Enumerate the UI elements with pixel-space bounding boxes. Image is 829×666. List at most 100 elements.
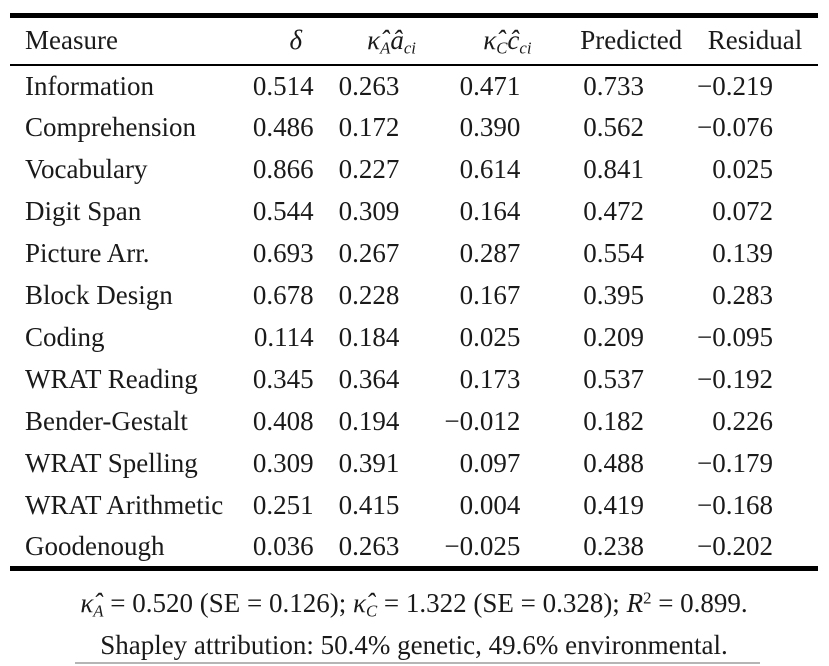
cell-kappa-c: 0.471 <box>459 70 521 101</box>
cell-kappa-a: 0.172 <box>338 112 400 142</box>
cell-delta: 0.678 <box>252 280 314 310</box>
table-row: Vocabulary 0.866 0.227 0.614 0.841 0.025 <box>10 149 818 191</box>
cell-delta: 0.693 <box>252 238 314 268</box>
cell-predicted: 0.238 <box>583 530 645 561</box>
results-table: Measure δ κ̂Aâci κ̂Cĉci Predicted Residu… <box>10 13 818 571</box>
table-row: Comprehension 0.486 0.172 0.390 0.562 −0… <box>10 107 818 149</box>
cell-predicted: 0.733 <box>583 70 645 101</box>
cell-predicted: 0.419 <box>583 490 645 520</box>
table-row: Coding 0.114 0.184 0.025 0.209 −0.095 <box>10 317 818 359</box>
note-segment: = 0.520 (SE = 0.126); <box>103 588 353 618</box>
table-row: WRAT Spelling 0.309 0.391 0.097 0.488 −0… <box>10 443 818 485</box>
cell-kappa-c: −0.025 <box>444 530 521 561</box>
cell-predicted: 0.395 <box>583 280 645 310</box>
column-header-residual: Residual <box>707 25 803 56</box>
cell-measure: Bender-Gestalt <box>25 406 188 436</box>
column-header-kappa-a: κ̂Aâci <box>367 25 416 58</box>
cell-kappa-c: 0.025 <box>459 322 521 352</box>
table-row: Bender-Gestalt 0.408 0.194 −0.012 0.182 … <box>10 401 818 443</box>
delta-symbol: δ <box>289 25 303 56</box>
cell-residual: 0.139 <box>712 238 773 268</box>
cell-residual: −0.219 <box>697 70 773 101</box>
cell-kappa-c: 0.097 <box>459 448 521 478</box>
cell-predicted: 0.537 <box>583 364 645 394</box>
cell-delta: 0.345 <box>252 364 314 394</box>
table-row: Information 0.514 0.263 0.471 0.733 −0.2… <box>10 65 818 107</box>
cell-predicted: 0.488 <box>583 448 645 478</box>
cell-measure: Goodenough <box>25 530 165 561</box>
table-row: Digit Span 0.544 0.309 0.164 0.472 0.072 <box>10 191 818 233</box>
cell-predicted: 0.182 <box>583 406 645 436</box>
cell-measure: Comprehension <box>25 112 196 142</box>
cell-residual: −0.076 <box>697 112 773 142</box>
cell-delta: 0.544 <box>252 196 314 226</box>
column-header-kappa-c: κ̂Cĉci <box>483 25 532 58</box>
table-row: WRAT Arithmetic 0.251 0.415 0.004 0.419 … <box>10 485 818 527</box>
cell-kappa-a: 0.267 <box>338 238 400 268</box>
cell-delta: 0.036 <box>252 530 314 561</box>
table-row: Goodenough 0.036 0.263 −0.025 0.238 −0.2… <box>10 527 818 569</box>
note-segment: = 1.322 (SE = 0.328); <box>377 588 627 618</box>
cell-measure: Information <box>25 70 154 101</box>
kappa-c-symbol: κ̂C <box>352 588 378 621</box>
cell-predicted: 0.209 <box>583 322 645 352</box>
r-squared-symbol: R <box>626 588 644 618</box>
cell-measure: Digit Span <box>25 196 142 226</box>
column-header-measure: Measure <box>25 25 118 56</box>
cell-delta: 0.408 <box>252 406 314 436</box>
cell-kappa-a: 0.364 <box>338 364 400 394</box>
cell-delta: 0.114 <box>253 322 314 352</box>
cell-kappa-c: 0.287 <box>459 238 521 268</box>
cell-predicted: 0.562 <box>583 112 645 142</box>
cell-kappa-c: 0.614 <box>459 154 521 184</box>
cell-kappa-a: 0.228 <box>338 280 400 310</box>
table-body: Information 0.514 0.263 0.471 0.733 −0.2… <box>10 65 818 569</box>
model-estimates-note: κ̂A = 0.520 (SE = 0.126); κ̂C = 1.322 (S… <box>80 588 748 621</box>
cell-measure: Coding <box>25 322 105 352</box>
column-header-delta: δ <box>253 16 339 65</box>
cell-residual: −0.179 <box>697 448 773 478</box>
header-row: Measure δ κ̂Aâci κ̂Cĉci Predicted Residu… <box>10 16 818 65</box>
cell-kappa-a: 0.194 <box>338 406 400 436</box>
table-row: Block Design 0.678 0.228 0.167 0.395 0.2… <box>10 275 818 317</box>
cell-kappa-c: 0.167 <box>459 280 521 310</box>
shapley-attribution-note: Shapley attribution: 50.4% genetic, 49.6… <box>100 630 728 660</box>
note-segment: = 0.899. <box>651 588 748 618</box>
cell-predicted: 0.841 <box>583 154 645 184</box>
cell-delta: 0.866 <box>252 154 314 184</box>
cell-residual: −0.202 <box>697 530 773 561</box>
cell-measure: Picture Arr. <box>25 238 150 268</box>
table-row: Picture Arr. 0.693 0.267 0.287 0.554 0.1… <box>10 233 818 275</box>
cell-delta: 0.486 <box>252 112 314 142</box>
cell-kappa-a: 0.184 <box>338 322 400 352</box>
cell-measure: WRAT Reading <box>25 364 198 394</box>
table-notes: κ̂A = 0.520 (SE = 0.126); κ̂C = 1.322 (S… <box>10 582 818 666</box>
table-header: Measure δ κ̂Aâci κ̂Cĉci Predicted Residu… <box>10 16 818 65</box>
cell-predicted: 0.554 <box>583 238 645 268</box>
cell-kappa-c: 0.173 <box>459 364 521 394</box>
cell-measure: Block Design <box>25 280 173 310</box>
cell-residual: 0.283 <box>712 280 773 310</box>
cell-measure: Vocabulary <box>25 154 148 184</box>
cell-delta: 0.251 <box>252 490 314 520</box>
cell-measure: WRAT Spelling <box>25 448 198 478</box>
cell-residual: −0.095 <box>697 322 773 352</box>
cell-residual: 0.072 <box>712 196 773 226</box>
cell-measure: WRAT Arithmetic <box>25 490 224 520</box>
cell-kappa-a: 0.415 <box>338 490 400 520</box>
cell-kappa-a: 0.227 <box>338 154 400 184</box>
cell-kappa-c: 0.004 <box>459 490 521 520</box>
column-header-predicted: Predicted <box>580 25 683 56</box>
cell-kappa-a: 0.263 <box>338 70 400 101</box>
cell-residual: 0.025 <box>712 154 773 184</box>
cell-delta: 0.309 <box>252 448 314 478</box>
kappa-a-symbol: κ̂A <box>80 588 104 621</box>
cell-delta: 0.514 <box>252 70 314 101</box>
cell-residual: −0.168 <box>697 490 773 520</box>
cell-kappa-a: 0.391 <box>338 448 400 478</box>
cropped-bottom-line <box>75 662 760 664</box>
cell-residual: −0.192 <box>697 364 773 394</box>
cell-kappa-a: 0.263 <box>338 530 400 561</box>
cell-kappa-c: −0.012 <box>444 406 521 436</box>
